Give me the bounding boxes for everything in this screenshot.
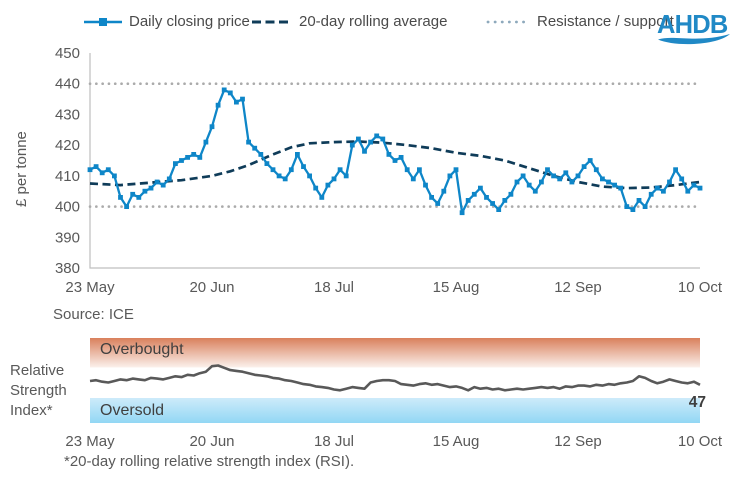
oversold-band-label: Oversold <box>100 402 165 419</box>
svg-text:420: 420 <box>55 137 80 154</box>
svg-text:20 Jun: 20 Jun <box>189 279 234 296</box>
svg-text:20 Jun: 20 Jun <box>189 433 234 450</box>
svg-text:380: 380 <box>55 260 80 277</box>
svg-text:450: 450 <box>55 45 80 62</box>
ahdb-logo: AHDB <box>657 11 730 45</box>
svg-text:10 Oct: 10 Oct <box>678 433 723 450</box>
svg-text:18 Jul: 18 Jul <box>314 433 354 450</box>
legend-item-rolling-average: 20-day rolling average <box>252 13 447 30</box>
price-chart-svg: 450 440 430 420 410 400 390 380 23 May 20 Jun 18 J… <box>55 45 723 296</box>
legend-label: Daily closing price <box>129 13 250 30</box>
svg-text:18 Jul: 18 Jul <box>314 279 354 296</box>
svg-text:400: 400 <box>55 199 80 216</box>
line-square-marker-icon <box>84 17 122 26</box>
svg-text:410: 410 <box>55 168 80 185</box>
legend-item-resistance-support: Resistance / support <box>486 13 674 30</box>
legend-label: Resistance / support <box>537 13 674 30</box>
legend-label: 20-day rolling average <box>299 13 448 30</box>
rsi-chart-svg: 23 May 20 Jun 18 Jul 15 Aug 12 Sep 10 Oct <box>65 338 723 450</box>
svg-text:12 Sep: 12 Sep <box>554 433 602 450</box>
legend-item-daily-closing-price: Daily closing price <box>84 13 250 30</box>
svg-text:23 May: 23 May <box>65 279 115 296</box>
svg-text:430: 430 <box>55 106 80 123</box>
svg-text:10 Oct: 10 Oct <box>678 279 723 296</box>
svg-text:440: 440 <box>55 76 80 93</box>
footnote: *20-day rolling relative strength index … <box>64 453 355 470</box>
overbought-band-label: Overbought <box>100 341 184 358</box>
ahdb-logo-wave <box>658 34 730 45</box>
svg-text:23 May: 23 May <box>65 433 115 450</box>
dashed-line-icon <box>252 20 292 23</box>
svg-text:12 Sep: 12 Sep <box>554 279 602 296</box>
source-note: Source: ICE <box>53 306 134 323</box>
svg-text:15 Aug: 15 Aug <box>433 279 480 296</box>
dotted-line-icon <box>486 20 532 23</box>
rsi-last-value: 47 <box>688 394 706 411</box>
svg-text:15 Aug: 15 Aug <box>433 433 480 450</box>
ahdb-logo-text: AHDB <box>657 11 728 39</box>
svg-text:390: 390 <box>55 229 80 246</box>
rsi-axis-label: Relative Strength Index* <box>10 362 67 419</box>
